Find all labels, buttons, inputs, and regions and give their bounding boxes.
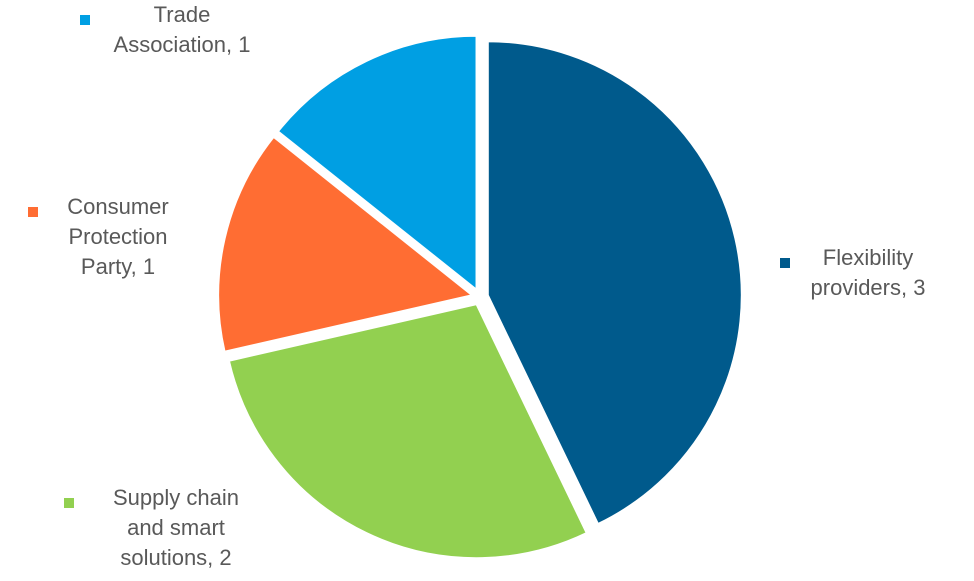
pie-slice-trade-association (276, 34, 478, 292)
data-label-trade-association: Trade Association, 1 (114, 2, 251, 57)
data-label-supply-chain-and-smart-solutions: Supply chain and smart solutions, 2 (113, 485, 239, 570)
pie-slice-supply-chain-and-smart-solutions (227, 303, 589, 560)
data-label-line: Supply chain (113, 485, 239, 510)
data-label-line: Trade (154, 2, 211, 27)
pie-slices (217, 34, 743, 560)
data-label-line: Protection (68, 224, 167, 249)
pie-labels: Flexibility providers, 3 Supply chain and s… (28, 2, 925, 570)
data-label-line: Flexibility (823, 245, 913, 270)
legend-marker-trade-association (80, 15, 90, 25)
data-label-line: Association, 1 (114, 32, 251, 57)
data-label-line: Consumer (67, 194, 168, 219)
pie-slice-consumer-protection-party (217, 135, 475, 353)
legend-marker-supply-chain-and-smart-solutions (64, 498, 74, 508)
legend-marker-consumer-protection-party (28, 207, 38, 217)
data-label-line: providers, 3 (811, 275, 926, 300)
data-label-flexibility-providers: Flexibility providers, 3 (811, 245, 926, 300)
data-label-consumer-protection-party: Consumer Protection Party, 1 (67, 194, 168, 279)
data-label-line: solutions, 2 (120, 545, 231, 570)
data-label-line: Party, 1 (81, 254, 155, 279)
pie-slice-flexibility-providers (486, 40, 743, 526)
data-label-line: and smart (127, 515, 225, 540)
legend-marker-flexibility-providers (780, 258, 790, 268)
